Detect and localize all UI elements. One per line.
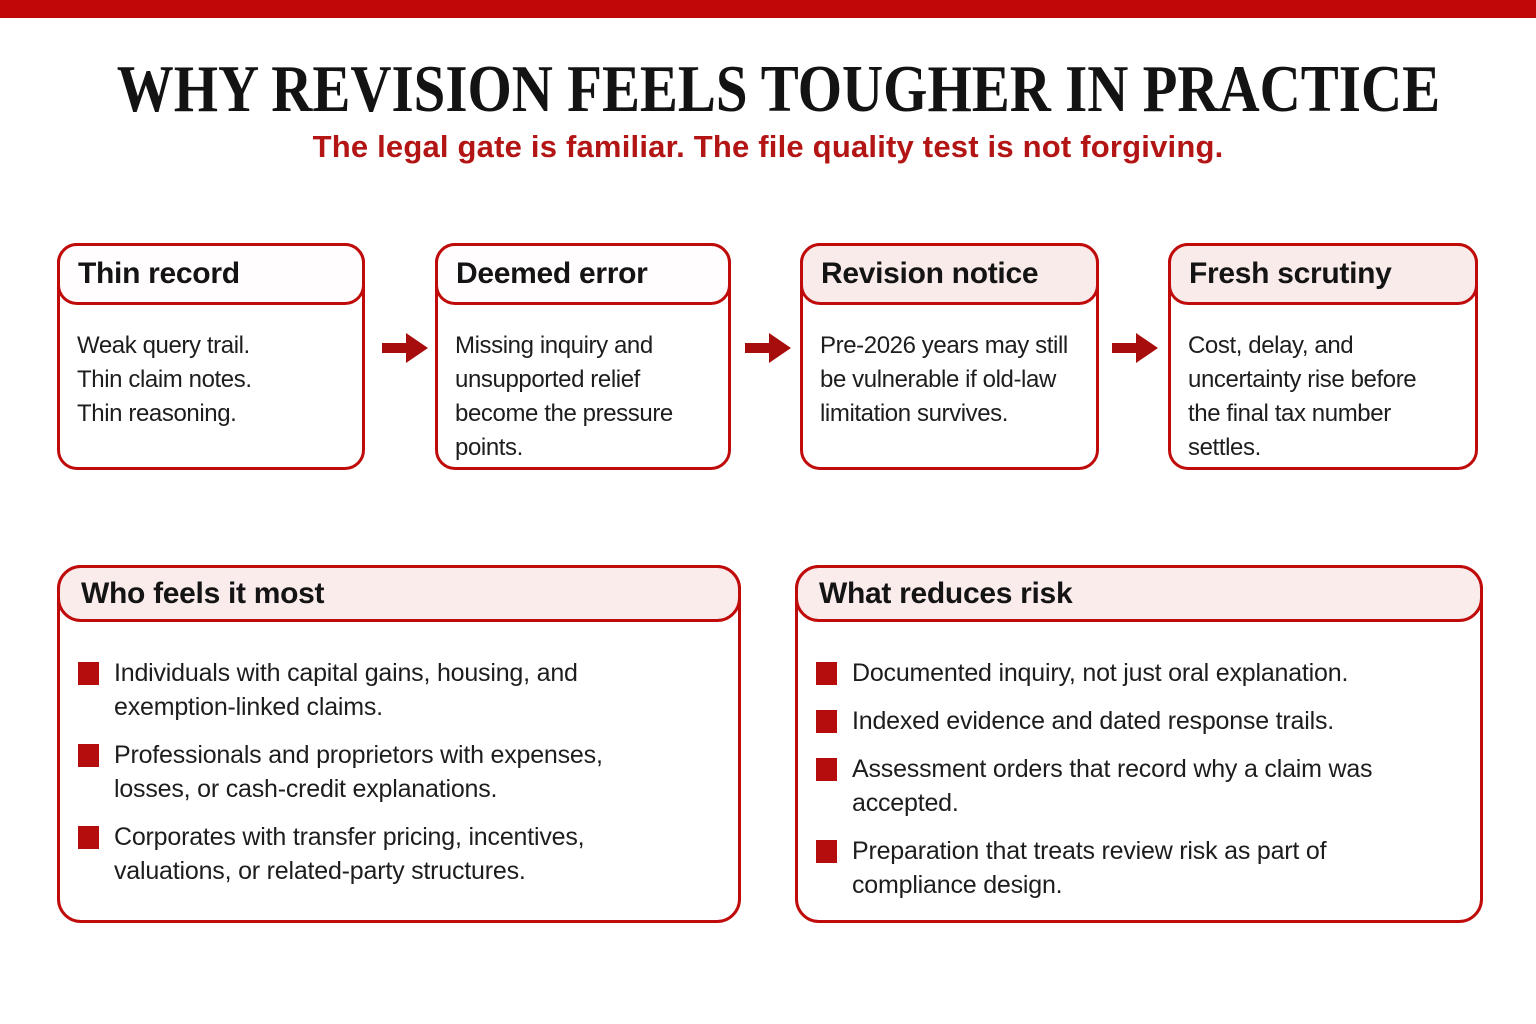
bullet-square-icon: [816, 662, 837, 685]
panel-title: What reduces risk: [819, 576, 1073, 610]
list-item-text: Indexed evidence and dated response trai…: [852, 707, 1335, 735]
flow-step-header: Thin record: [57, 243, 365, 305]
list-item: Corporates with transfer pricing, incent…: [78, 820, 722, 888]
flow-step-revision-notice: Revision notice Pre-2026 years may still…: [800, 243, 1099, 470]
panel-header: Who feels it most: [57, 565, 741, 622]
bullet-square-icon: [816, 710, 837, 733]
panel-title: Who feels it most: [81, 576, 325, 610]
flow-step-title: Thin record: [78, 257, 240, 290]
page-title-text: WHY REVISION FEELS TOUGHER IN PRACTICE: [116, 52, 1441, 126]
list-item: Assessment orders that record why a clai…: [816, 752, 1464, 820]
flow-step-header: Fresh scrutiny: [1168, 243, 1478, 305]
top-accent-bar: [0, 0, 1536, 18]
list-item: Professionals and proprietors with expen…: [78, 738, 722, 806]
page-title: WHY REVISION FEELS TOUGHER IN PRACTICE: [0, 52, 1536, 126]
list-item-text: Corporates with transfer pricing, incent…: [114, 823, 585, 885]
flow-step-body: Cost, delay, and uncertainty rise before…: [1188, 332, 1417, 461]
page-subtitle: The legal gate is familiar. The file qua…: [312, 129, 1224, 164]
list-item-text: Assessment orders that record why a clai…: [852, 755, 1373, 817]
flow-step-deemed-error: Deemed error Missing inquiry and unsuppo…: [435, 243, 731, 470]
arrow-right-icon: [1112, 333, 1158, 363]
bullet-square-icon: [78, 744, 99, 767]
list-item: Preparation that treats review risk as p…: [816, 834, 1464, 902]
list-item: Indexed evidence and dated response trai…: [816, 704, 1464, 738]
list-item: Documented inquiry, not just oral explan…: [816, 656, 1464, 690]
panel-what-reduces-risk: What reduces risk Documented inquiry, no…: [795, 565, 1483, 923]
arrow-right-icon: [745, 333, 791, 363]
list-item-text: Individuals with capital gains, housing,…: [114, 659, 578, 721]
bullet-square-icon: [816, 840, 837, 863]
list-item: Individuals with capital gains, housing,…: [78, 656, 722, 724]
flow-step-body: Missing inquiry and unsupported relief b…: [455, 332, 673, 461]
flow-step-title: Revision notice: [821, 257, 1039, 290]
bullet-square-icon: [78, 662, 99, 685]
arrow-right-icon: [382, 333, 428, 363]
flow-step-thin-record: Thin record Weak query trail. Thin claim…: [57, 243, 365, 470]
flow-step-header: Deemed error: [435, 243, 731, 305]
flow-step-title: Deemed error: [456, 257, 648, 290]
bullet-square-icon: [78, 826, 99, 849]
bullet-square-icon: [816, 758, 837, 781]
list-item-text: Documented inquiry, not just oral explan…: [852, 659, 1349, 687]
flow-step-body: Weak query trail. Thin claim notes. Thin…: [77, 332, 252, 427]
panel-who-feels-it-most: Who feels it most Individuals with capit…: [57, 565, 741, 923]
panel-body: Documented inquiry, not just oral explan…: [798, 625, 1480, 916]
flow-step-body: Pre-2026 years may still be vulnerable i…: [820, 332, 1068, 427]
panel-header: What reduces risk: [795, 565, 1483, 622]
flow-step-fresh-scrutiny: Fresh scrutiny Cost, delay, and uncertai…: [1168, 243, 1478, 470]
panel-body: Individuals with capital gains, housing,…: [60, 625, 738, 902]
list-item-text: Preparation that treats review risk as p…: [852, 837, 1327, 899]
flow-step-header: Revision notice: [800, 243, 1099, 305]
list-item-text: Professionals and proprietors with expen…: [114, 741, 603, 803]
flow-step-title: Fresh scrutiny: [1189, 257, 1392, 290]
